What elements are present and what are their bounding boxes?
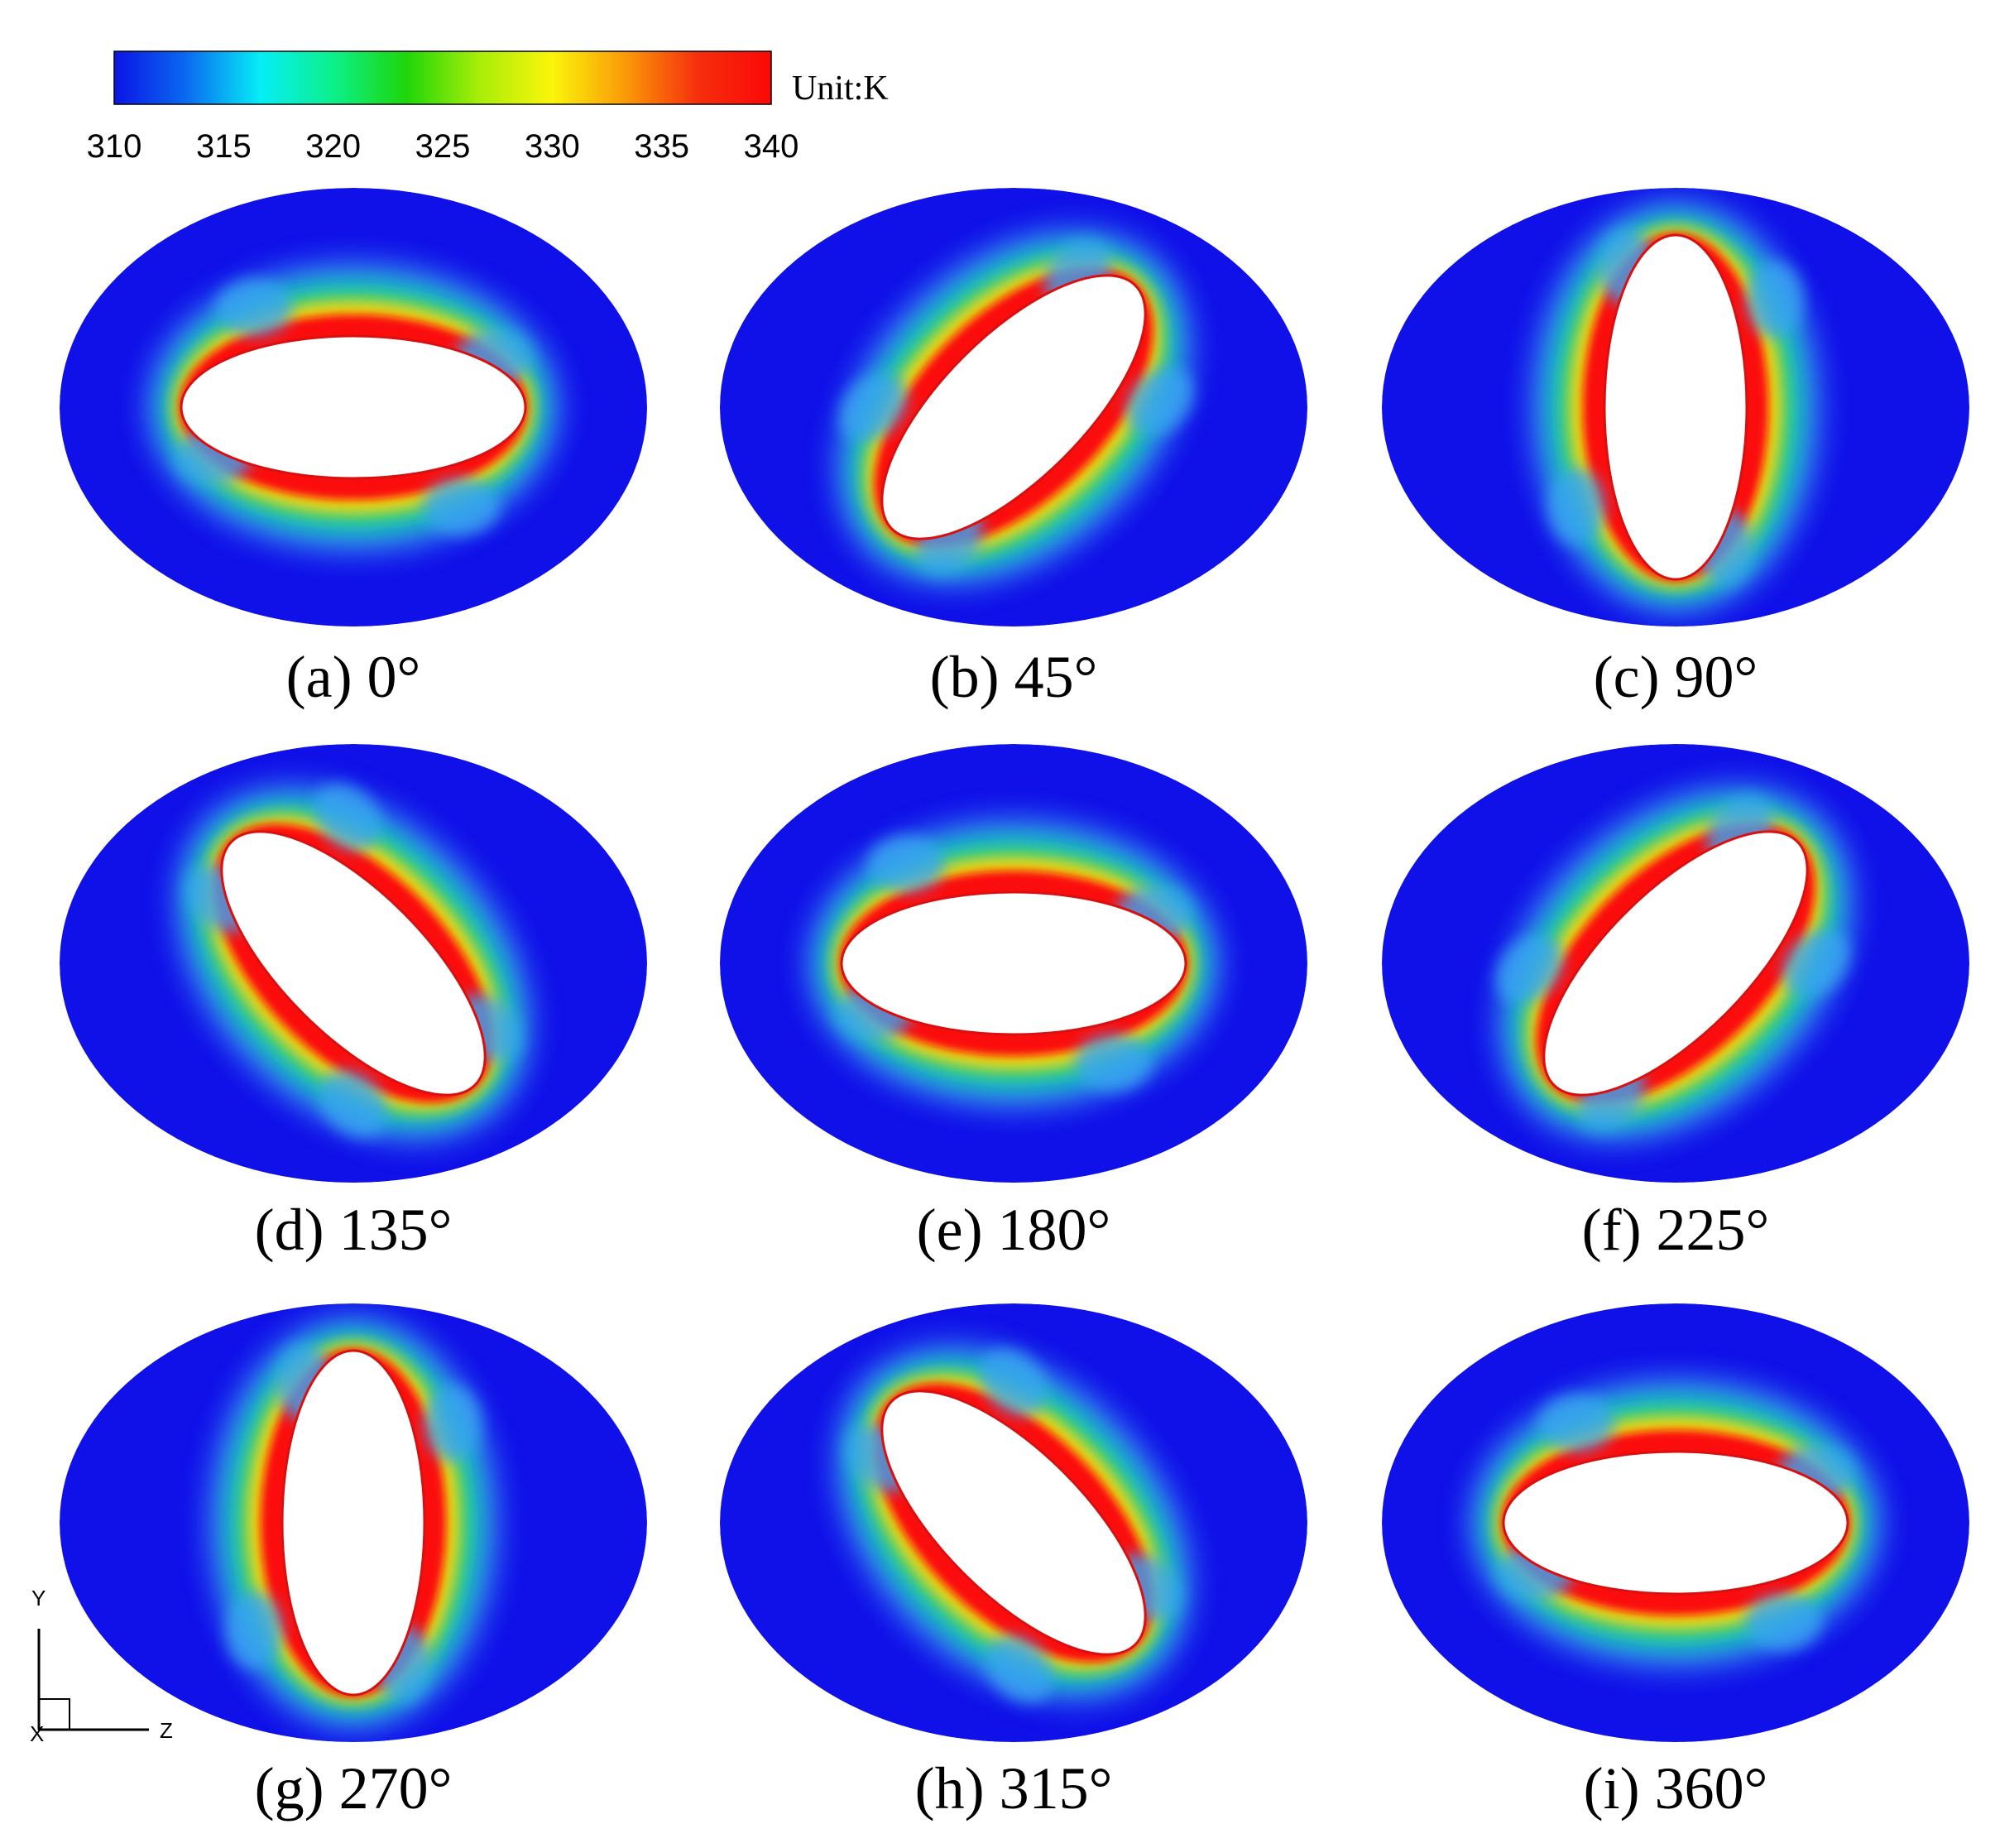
panel-caption: (f) 225° [1582,1197,1770,1263]
thermal-plume [423,478,499,535]
panel-caption: (g) 270° [255,1755,453,1822]
colorbar-tick-label: 310 [87,128,142,165]
thermal-plume [1745,1594,1821,1650]
thermal-plume [1782,929,1850,997]
panel-caption: (e) 180° [917,1197,1111,1263]
thermal-plume [226,1592,282,1668]
axis-corner-box [38,1698,70,1730]
panel-caption: (i) 360° [1584,1755,1768,1822]
contour-panel: (f) 225° [1382,744,1969,1263]
thermal-plume [1495,935,1563,1003]
panel-caption: (a) 0° [286,644,421,710]
colorbar-tick-label: 340 [744,128,799,165]
coordinate-axes-indicator: Y Z X [30,1586,173,1746]
colorbar: Unit:K 310 315 320 325 330 335 340 [87,50,889,165]
contour-panel: (g) 270° [60,1303,647,1822]
z-axis-label: Z [160,1718,173,1743]
thermal-plume [424,1385,481,1462]
elliptical-cylinder [1603,233,1748,581]
thermal-plume [1126,367,1194,435]
contour-panels: (a) 0° (b) 45° (c) 90° (d) 135° (e) 180° (f) … [60,188,1969,1822]
contour-panel: (h) 315° [720,1303,1307,1822]
y-axis-label: Y [31,1586,46,1610]
thermal-plume [980,1348,1048,1416]
colorbar-tick-label: 320 [305,128,361,165]
contour-panel: (i) 360° [1382,1303,1969,1822]
panel-caption: (c) 90° [1594,644,1758,710]
contour-panel: (a) 0° [60,188,647,710]
colorbar-tick-label: 315 [196,128,252,165]
panel-caption: (d) 135° [255,1197,453,1263]
colorbar-tick-label: 335 [634,128,689,165]
thermal-plume [1548,468,1604,545]
colorbar-tick-label: 325 [415,128,471,165]
elliptical-cylinder [1502,1450,1849,1596]
elliptical-cylinder [880,274,1147,540]
colorbar-gradient [113,50,772,105]
thermal-plume [319,1070,387,1138]
elliptical-cylinder [180,334,527,480]
colorbar-unit-label: Unit:K [792,70,889,108]
thermal-plume [1075,1034,1151,1091]
thermal-plume [314,783,381,851]
thermal-plume [1747,262,1803,338]
colorbar-ticks: 310 315 320 325 330 335 340 [87,128,799,165]
contour-panel: (e) 180° [720,744,1307,1263]
elliptical-cylinder [840,890,1187,1036]
thermal-plume [986,1635,1053,1703]
contour-panel: (b) 45° [720,188,1307,710]
thermal-plume [216,280,292,336]
panel-caption: (b) 45° [930,644,1098,710]
x-axis-label: X [30,1721,44,1746]
thermal-plume [839,373,907,441]
thermal-plume [868,836,944,892]
colorbar-tick-label: 330 [525,128,580,165]
elliptical-cylinder [880,1390,1147,1656]
panel-caption: (h) 315° [915,1755,1113,1822]
elliptical-cylinder [220,830,487,1097]
elliptical-cylinder [281,1349,426,1697]
contour-panel: (c) 90° [1382,188,1969,710]
contour-panel: (d) 135° [60,744,647,1263]
elliptical-cylinder [1542,830,1809,1097]
thermal-plume [1538,1395,1614,1452]
